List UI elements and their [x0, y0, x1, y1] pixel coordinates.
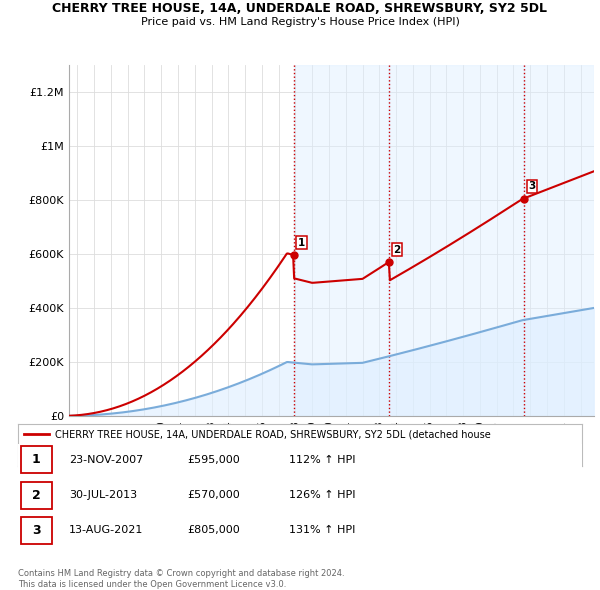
Text: 126% ↑ HPI: 126% ↑ HPI	[289, 490, 355, 500]
Text: 30-JUL-2013: 30-JUL-2013	[69, 490, 137, 500]
FancyBboxPatch shape	[21, 482, 52, 509]
Text: 23-NOV-2007: 23-NOV-2007	[69, 455, 143, 464]
Text: 3: 3	[32, 524, 40, 537]
FancyBboxPatch shape	[21, 447, 52, 473]
Text: £805,000: £805,000	[187, 526, 240, 535]
Text: 2: 2	[32, 489, 40, 502]
Text: £595,000: £595,000	[187, 455, 240, 464]
Text: 2: 2	[393, 245, 400, 254]
Text: Contains HM Land Registry data © Crown copyright and database right 2024.
This d: Contains HM Land Registry data © Crown c…	[18, 569, 344, 589]
Text: 1: 1	[298, 238, 305, 248]
Text: 13-AUG-2021: 13-AUG-2021	[69, 526, 143, 535]
Bar	[389, 65, 524, 416]
Text: HPI: Average price, detached house, Shropshire: HPI: Average price, detached house, Shro…	[55, 451, 287, 460]
Text: CHERRY TREE HOUSE, 14A, UNDERDALE ROAD, SHREWSBURY, SY2 5DL: CHERRY TREE HOUSE, 14A, UNDERDALE ROAD, …	[53, 2, 548, 15]
Text: 112% ↑ HPI: 112% ↑ HPI	[289, 455, 355, 464]
Text: Price paid vs. HM Land Registry's House Price Index (HPI): Price paid vs. HM Land Registry's House …	[140, 17, 460, 27]
FancyBboxPatch shape	[21, 517, 52, 544]
Bar	[524, 65, 594, 416]
Bar	[294, 65, 389, 416]
Text: 1: 1	[32, 453, 40, 466]
Text: 3: 3	[528, 181, 535, 191]
Text: CHERRY TREE HOUSE, 14A, UNDERDALE ROAD, SHREWSBURY, SY2 5DL (detached house: CHERRY TREE HOUSE, 14A, UNDERDALE ROAD, …	[55, 430, 490, 439]
Text: £570,000: £570,000	[187, 490, 240, 500]
Text: 131% ↑ HPI: 131% ↑ HPI	[289, 526, 355, 535]
